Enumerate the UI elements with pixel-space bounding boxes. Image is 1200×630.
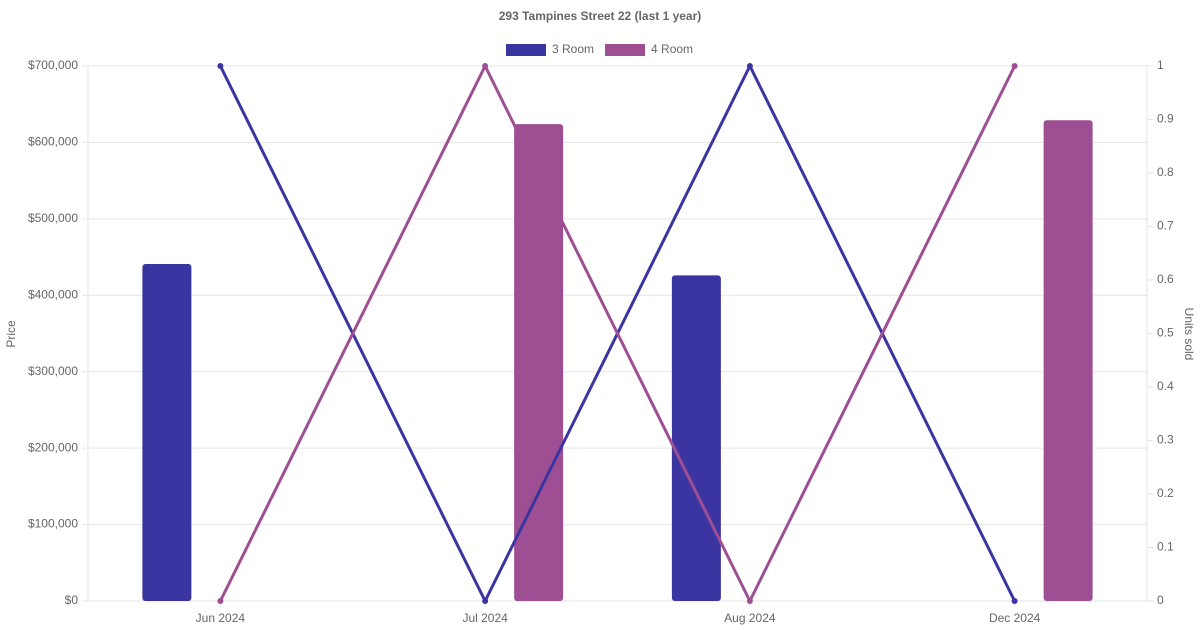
chart-title: 293 Tampines Street 22 (last 1 year) [499,9,702,23]
legend-swatch [506,44,546,56]
y-tick-label: $100,000 [28,517,78,531]
x-tick-label: Aug 2024 [724,611,776,625]
bar [1043,120,1093,601]
y-tick-label: $700,000 [28,58,78,72]
bar [142,263,192,601]
y-tick-label: $200,000 [28,440,78,454]
y2-tick-label: 0 [1157,593,1164,607]
y-axis-title: Price [4,320,18,348]
y2-tick-label: 0.1 [1157,540,1174,554]
units-point [482,63,489,69]
legend-label: 3 Room [552,42,594,56]
y-tick-label: $0 [65,593,79,607]
units-point [1011,63,1018,69]
y-tick-label: $600,000 [28,135,78,149]
units-point [217,598,224,604]
y2-tick-label: 0.3 [1157,433,1174,447]
units-point [746,63,753,69]
legend-swatch [605,44,646,56]
bar [514,124,564,601]
units-line [219,62,1016,605]
y2-tick-label: 0.4 [1157,379,1174,393]
x-tick-label: Jul 2024 [462,611,508,625]
bar [671,275,721,601]
units-point [217,63,224,69]
units-point [746,598,753,604]
x-tick-label: Dec 2024 [989,611,1041,625]
legend-label: 4 Room [651,42,693,56]
y2-tick-label: 0.5 [1157,326,1174,340]
x-tick-label: Jun 2024 [196,611,246,625]
y2-tick-label: 0.7 [1157,219,1174,233]
units-point [482,598,489,604]
y2-tick-label: 0.2 [1157,486,1174,500]
y2-tick-label: 0.6 [1157,272,1174,286]
y-tick-label: $300,000 [28,364,78,378]
y2-tick-label: 1 [1157,58,1164,72]
y2-axis-title: Units sold [1182,308,1196,361]
y-tick-label: $500,000 [28,211,78,225]
units-point [1011,598,1018,604]
y-tick-label: $400,000 [28,287,78,301]
y2-tick-label: 0.9 [1157,112,1174,126]
y2-tick-label: 0.8 [1157,165,1174,179]
